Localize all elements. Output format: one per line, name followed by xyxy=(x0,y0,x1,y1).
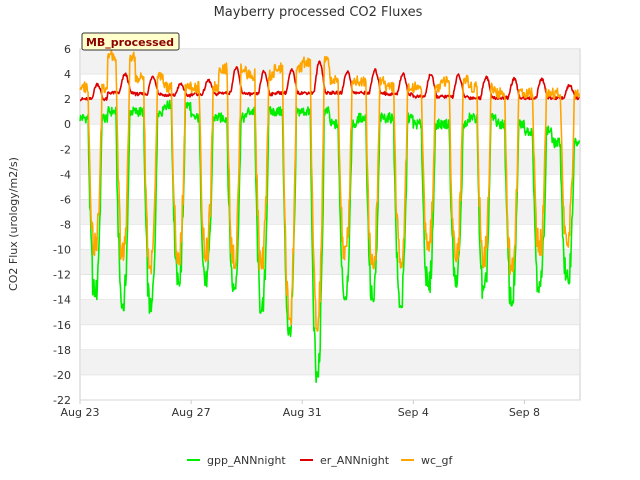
legend-label: gpp_ANNnight xyxy=(207,454,286,467)
y-tick-label: -22 xyxy=(53,394,71,407)
legend-label: wc_gf xyxy=(421,454,454,467)
y-tick-label: 0 xyxy=(64,118,71,131)
series-lines xyxy=(79,49,581,383)
y-tick-label: -10 xyxy=(53,244,71,257)
x-tick-label: Aug 27 xyxy=(172,406,211,419)
legend-item-er_ANNnight: er_ANNnight xyxy=(300,454,390,467)
y-tick-label: 2 xyxy=(64,93,71,106)
y-tick-label: -18 xyxy=(53,344,71,357)
y-tick-label: -2 xyxy=(60,143,71,156)
y-tick-label: -4 xyxy=(60,168,71,181)
badge-box xyxy=(81,32,180,51)
grid-band xyxy=(81,249,579,275)
badge-label: MB_processed xyxy=(86,36,174,49)
grid-band xyxy=(81,149,579,175)
legend-label: er_ANNnight xyxy=(320,454,390,467)
y-tick-label: 6 xyxy=(64,43,71,56)
legend-item-wc_gf: wc_gf xyxy=(401,454,454,467)
grid-band xyxy=(81,299,579,325)
grid-band xyxy=(81,199,579,225)
y-tick-label: -6 xyxy=(60,193,71,206)
legend-item-gpp_ANNnight: gpp_ANNnight xyxy=(187,454,286,467)
y-axis-ticks: 6 4 2 0 -2 -4 -6 -8 -10 -12 -14 -16 -18 -20 -22 xyxy=(53,43,71,407)
x-tick-label: Sep 4 xyxy=(398,406,429,419)
x-tick-label: Aug 23 xyxy=(61,406,100,419)
series-line-er_ANNnight xyxy=(79,60,580,102)
y-tick-label: -16 xyxy=(53,319,71,332)
y-tick-label: -8 xyxy=(60,219,71,232)
x-tick-label: Sep 8 xyxy=(509,406,540,419)
x-tick-label: Aug 31 xyxy=(283,406,322,419)
series-line-wc_gf xyxy=(79,49,581,332)
y-tick-label: -14 xyxy=(53,294,71,307)
y-axis-label: CO2 Flux (urology/m2/s) xyxy=(7,157,20,291)
grid-band xyxy=(81,349,579,375)
chart-badge: MB_processed xyxy=(81,32,180,51)
x-axis-ticks: Aug 23 Aug 27 Aug 31 Sep 4 Sep 8 xyxy=(61,400,540,419)
legend: gpp_ANNnight er_ANNnight wc_gf xyxy=(187,454,454,467)
chart-title: Mayberry processed CO2 Fluxes xyxy=(214,5,423,20)
y-tick-label: 4 xyxy=(64,68,71,81)
series-line-gpp_ANNnight xyxy=(79,99,581,383)
y-tick-label: -20 xyxy=(53,369,71,382)
y-tick-label: -12 xyxy=(53,269,71,282)
